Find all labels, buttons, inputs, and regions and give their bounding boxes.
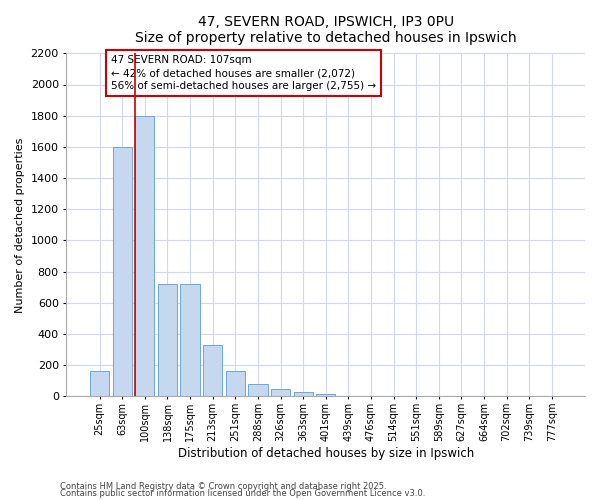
Bar <box>181 284 200 397</box>
Bar <box>293 392 313 396</box>
X-axis label: Distribution of detached houses by size in Ipswich: Distribution of detached houses by size … <box>178 447 474 460</box>
Text: 47 SEVERN ROAD: 107sqm
← 42% of detached houses are smaller (2,072)
56% of semi-: 47 SEVERN ROAD: 107sqm ← 42% of detached… <box>111 55 376 92</box>
Bar <box>135 116 154 396</box>
Bar <box>226 372 245 396</box>
Bar <box>271 390 290 396</box>
Bar <box>113 147 132 396</box>
Y-axis label: Number of detached properties: Number of detached properties <box>15 137 25 312</box>
Bar <box>158 284 177 397</box>
Bar <box>203 345 222 397</box>
Text: Contains HM Land Registry data © Crown copyright and database right 2025.: Contains HM Land Registry data © Crown c… <box>60 482 386 491</box>
Text: Contains public sector information licensed under the Open Government Licence v3: Contains public sector information licen… <box>60 489 425 498</box>
Bar <box>90 372 109 396</box>
Bar <box>316 394 335 396</box>
Title: 47, SEVERN ROAD, IPSWICH, IP3 0PU
Size of property relative to detached houses i: 47, SEVERN ROAD, IPSWICH, IP3 0PU Size o… <box>135 15 517 45</box>
Bar <box>248 384 268 396</box>
